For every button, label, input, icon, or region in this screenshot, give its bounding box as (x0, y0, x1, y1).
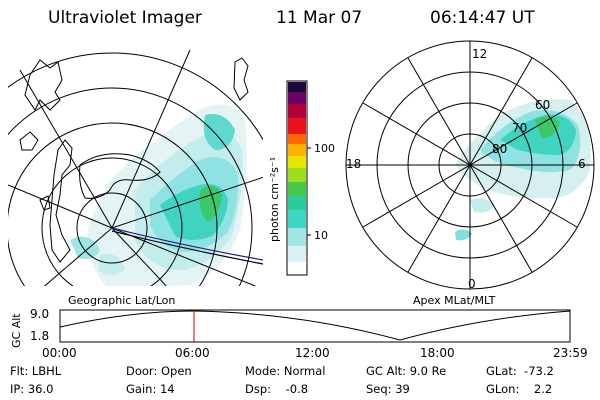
lat-circles (8, 52, 263, 286)
time-label: 06:14:47 UT (430, 8, 535, 28)
alt-xtick-1200: 12:00 (295, 346, 330, 360)
mlt-label-6: 6 (578, 157, 586, 171)
info-glat: GLat: -73.2 (486, 364, 554, 378)
info-glon: GLon: 2.2 (486, 382, 553, 396)
mlat-label-80: 80 (492, 142, 507, 156)
magnetic-map: 12 0 18 6 60 70 80 (345, 40, 595, 291)
colorbar-unit-label: photon cm⁻²s⁻¹ (268, 157, 281, 242)
date-label: 11 Mar 07 (276, 8, 363, 28)
info-ip: IP: 36.0 (10, 382, 54, 396)
altitude-plot: 9.0 1.8 GC Alt 00:00 06:00 12:00 18:00 2… (10, 307, 588, 360)
info-seq: Seq: 39 (366, 382, 410, 396)
alt-xtick-2359: 23:59 (553, 346, 588, 360)
alt-xtick-1800: 18:00 (420, 346, 455, 360)
alt-xtick-0600: 06:00 (175, 346, 210, 360)
right-map-caption: Apex MLat/MLT (413, 294, 496, 307)
mlt-label-0: 0 (468, 277, 476, 291)
geographic-map (8, 49, 263, 286)
mlt-label-12: 12 (472, 47, 487, 61)
mlt-label-18: 18 (346, 157, 361, 171)
coastlines (19, 57, 249, 263)
info-mode: Mode: Normal (245, 364, 326, 378)
info-gain: Gain: 14 (126, 382, 175, 396)
alt-ytick-1-8: 1.8 (30, 329, 49, 343)
info-door: Door: Open (126, 364, 192, 378)
satellite-track (111, 227, 263, 265)
info-gcalt: GC Alt: 9.0 Re (366, 364, 447, 378)
mlat-label-60: 60 (535, 98, 550, 112)
alt-xtick-0000: 00:00 (42, 346, 77, 360)
info-dsp: Dsp: -0.8 (245, 382, 309, 396)
colorbar-tick-10: 10 (314, 229, 328, 242)
color-bar: 100 10 photon cm⁻²s⁻¹ (268, 80, 335, 276)
mlat-label-70: 70 (512, 121, 527, 135)
instrument-title: Ultraviolet Imager (48, 8, 202, 28)
mlat-circles (345, 40, 595, 290)
right-aurora-glow (455, 99, 591, 241)
alt-ylabel: GC Alt (10, 313, 23, 348)
info-flt: Flt: LBHL (10, 364, 62, 378)
left-aurora-glow (70, 104, 247, 286)
left-map-caption: Geographic Lat/Lon (68, 294, 175, 307)
alt-ytick-9: 9.0 (30, 307, 49, 321)
colorbar-tick-100: 100 (314, 142, 335, 155)
meridians (8, 49, 263, 286)
